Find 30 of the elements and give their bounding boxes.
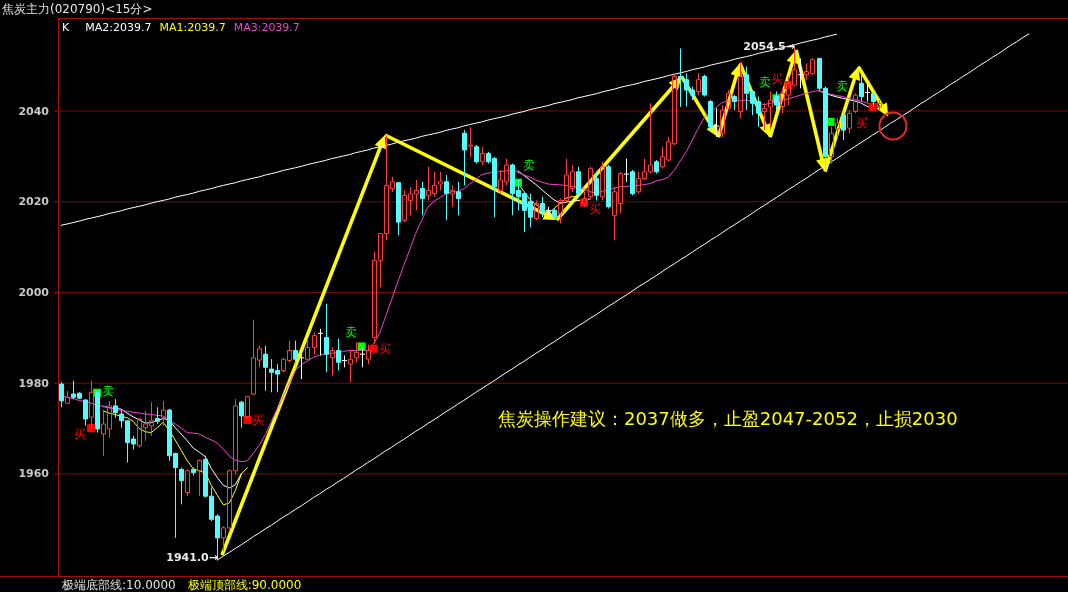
legend-label: MA2:2039.7: [85, 20, 152, 34]
annotation: 焦炭操作建议：2037做多，止盈2047-2052，止损2030: [497, 407, 958, 429]
point: [87, 424, 96, 433]
mark-label: 卖: [102, 383, 115, 398]
annotation: K: [62, 20, 70, 34]
point: [369, 344, 378, 353]
y-tick-label: 2020: [18, 195, 49, 209]
y-tick-label: 1980: [18, 376, 49, 390]
mark-label: 卖: [522, 157, 535, 172]
y-tick-label: 1960: [18, 467, 49, 481]
point: [868, 102, 877, 111]
mark-label: 买: [74, 427, 87, 442]
legend-label: MA3:2039.7: [233, 20, 300, 34]
mark-label: 买: [855, 115, 868, 130]
mark-label: 卖: [344, 325, 357, 340]
annotation: 极端底部线:10.0000: [62, 578, 176, 592]
point: [357, 342, 366, 351]
y-tick-label: 2040: [18, 104, 49, 118]
legend-label: MA1:2039.7: [159, 20, 226, 34]
mark-label: 卖: [835, 78, 848, 93]
annotation: 极端顶部线:90.0000: [187, 578, 302, 592]
annotation: 1941.0→: [166, 551, 218, 565]
chart-title: 焦炭主力(020790)<15分>: [2, 2, 153, 16]
mark-label: 买: [378, 341, 391, 356]
mark-label: 买: [771, 72, 784, 87]
mark-label: 买: [589, 201, 602, 216]
mark-label: 买: [252, 412, 265, 427]
mark-label: 卖: [759, 75, 772, 90]
annotation: 2054.5→: [743, 39, 795, 53]
y-tick-label: 2000: [18, 285, 49, 299]
